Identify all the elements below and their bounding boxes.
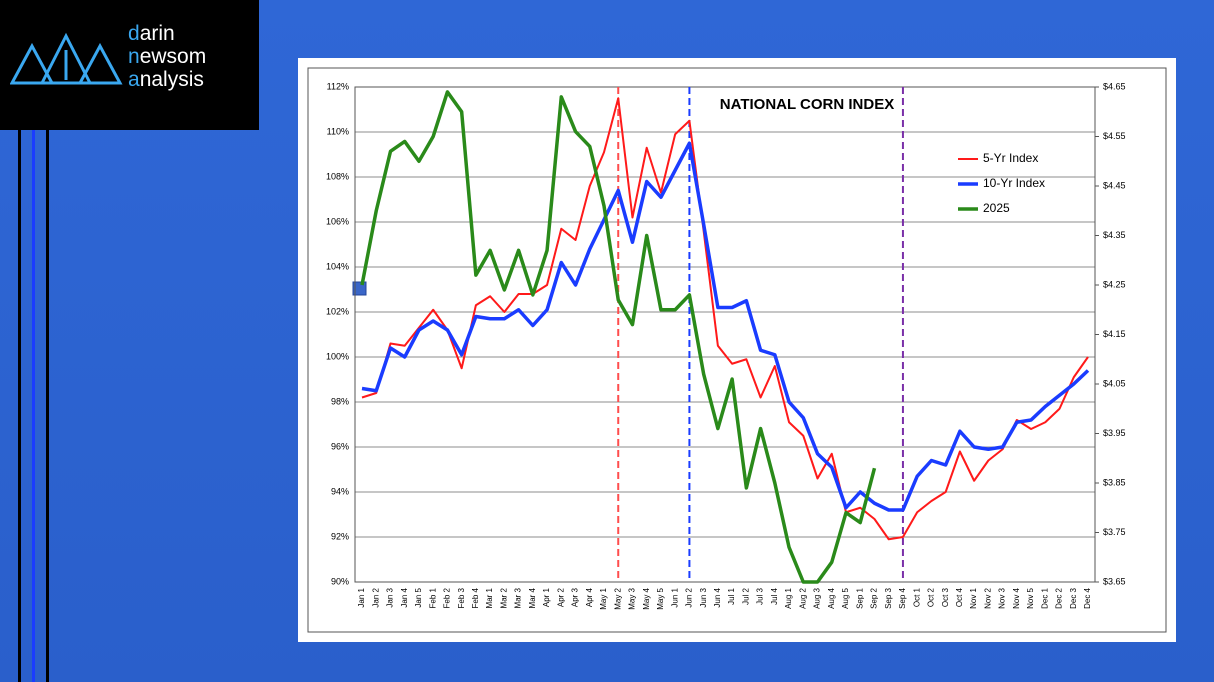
x-tick-label: Jun 3 (699, 587, 708, 607)
rail (32, 130, 35, 682)
x-tick-label: Aug 2 (798, 587, 807, 608)
x-tick-label: Jun 4 (713, 587, 722, 607)
y-tick-label: 112% (327, 81, 349, 91)
x-tick-label: Mar 4 (528, 587, 537, 608)
x-tick-label: Aug 5 (841, 587, 850, 608)
x-tick-label: Jul 4 (770, 587, 779, 604)
rail (18, 130, 21, 682)
y-tick-label: 96% (331, 441, 349, 451)
y2-tick-label: $3.75 (1103, 527, 1126, 537)
legend-label: 2025 (983, 201, 1010, 215)
x-tick-label: Sep 3 (884, 587, 893, 608)
y-tick-label: 108% (326, 171, 349, 181)
x-tick-label: May 1 (599, 587, 608, 609)
y-tick-label: 102% (326, 306, 349, 316)
x-tick-label: Feb 3 (457, 587, 466, 608)
y2-tick-label: $4.25 (1103, 279, 1126, 289)
chart-border (307, 67, 1167, 633)
x-tick-label: Jul 2 (741, 587, 750, 604)
logo-line: darin (128, 22, 175, 45)
x-tick-label: Oct 1 (912, 587, 921, 607)
x-tick-label: Dec 2 (1055, 587, 1064, 608)
x-tick-label: Jan 5 (414, 587, 423, 607)
x-tick-label: Apr 3 (571, 587, 580, 607)
y-tick-label: 110% (327, 126, 349, 136)
x-tick-label: Mar 1 (485, 587, 494, 608)
x-tick-label: Jul 1 (727, 587, 736, 604)
logo-text: darin newsom analysis (128, 22, 206, 91)
x-tick-label: Apr 2 (556, 587, 565, 607)
y-tick-label: 100% (326, 351, 349, 361)
y2-tick-label: $4.45 (1103, 180, 1126, 190)
y2-tick-label: $4.65 (1103, 81, 1126, 91)
y-tick-label: 92% (331, 531, 349, 541)
logo: darin newsom analysis (0, 0, 259, 130)
x-tick-label: Nov 5 (1026, 587, 1035, 608)
x-tick-label: Aug 4 (827, 587, 836, 608)
y2-tick-label: $4.15 (1103, 329, 1126, 339)
x-tick-label: May 3 (628, 587, 637, 609)
x-tick-label: Apr 4 (585, 587, 594, 607)
x-tick-label: Mar 2 (499, 587, 508, 608)
x-tick-label: Oct 4 (955, 587, 964, 607)
y-tick-label: 106% (326, 216, 349, 226)
x-tick-label: Feb 1 (428, 587, 437, 608)
chart-title: NATIONAL CORN INDEX (720, 96, 894, 113)
logo-line: newsom (128, 45, 207, 68)
x-tick-label: Aug 3 (813, 587, 822, 608)
chart-panel: NATIONAL CORN INDEX 90% 92% 94% 96% 98% 100% 1… (298, 58, 1176, 642)
logo-line: analysis (128, 68, 204, 91)
x-tick-label: Jan 3 (386, 587, 395, 607)
y2-tick-label: $3.85 (1103, 477, 1126, 487)
x-tick-label: Dec 3 (1069, 587, 1078, 608)
chart: NATIONAL CORN INDEX 90% 92% 94% 96% 98% 100% 1… (307, 67, 1167, 633)
x-tick-label: May 4 (642, 587, 651, 609)
x-tick-label: May 5 (656, 587, 665, 609)
marker (352, 281, 367, 296)
y2-tick-label: $4.05 (1103, 378, 1126, 388)
y-tick-label: 98% (331, 396, 349, 406)
x-tick-label: Jan 2 (371, 587, 380, 607)
y-tick-label: 104% (326, 261, 349, 271)
y-tick-label: 90% (331, 576, 349, 586)
x-tick-label: Nov 1 (969, 587, 978, 608)
series-line (361, 141, 1090, 512)
x-tick-label: Oct 3 (941, 587, 950, 607)
legend-label: 5-Yr Index (983, 151, 1038, 165)
x-tick-label: Jun 2 (685, 587, 694, 607)
plot-frame (354, 86, 1096, 583)
x-tick-label: Oct 2 (927, 587, 936, 607)
x-tick-label: Sep 1 (855, 587, 864, 608)
x-tick-label: Apr 1 (542, 587, 551, 607)
x-tick-label: Nov 4 (1012, 587, 1021, 608)
x-tick-label: Dec 1 (1040, 587, 1049, 608)
x-tick-label: Jul 3 (756, 587, 765, 604)
y2-tick-label: $4.35 (1103, 230, 1126, 240)
y2-tick-label: $4.55 (1103, 131, 1126, 141)
legend-label: 10-Yr Index (983, 176, 1045, 190)
series-line (361, 97, 1089, 541)
x-tick-label: Mar 3 (514, 587, 523, 608)
x-tick-label: Feb 4 (471, 587, 480, 608)
x-tick-label: Sep 2 (870, 587, 879, 608)
x-tick-label: Nov 3 (998, 587, 1007, 608)
x-tick-label: Nov 2 (983, 587, 992, 608)
rail (46, 130, 49, 682)
x-tick-label: Feb 2 (443, 587, 452, 608)
x-tick-label: Aug 1 (784, 587, 793, 608)
y2-tick-label: $3.65 (1103, 576, 1126, 586)
x-tick-label: Jan 4 (400, 587, 409, 607)
series-line (360, 90, 877, 584)
y2-tick-label: $3.95 (1103, 428, 1126, 438)
x-tick-label: Dec 4 (1083, 587, 1092, 608)
x-tick-label: May 2 (613, 587, 622, 609)
y-tick-label: 94% (331, 486, 349, 496)
x-tick-label: Jan 1 (357, 587, 366, 607)
x-tick-label: Sep 4 (898, 587, 907, 608)
x-tick-label: Jun 1 (670, 587, 679, 607)
logo-icon (10, 32, 123, 85)
